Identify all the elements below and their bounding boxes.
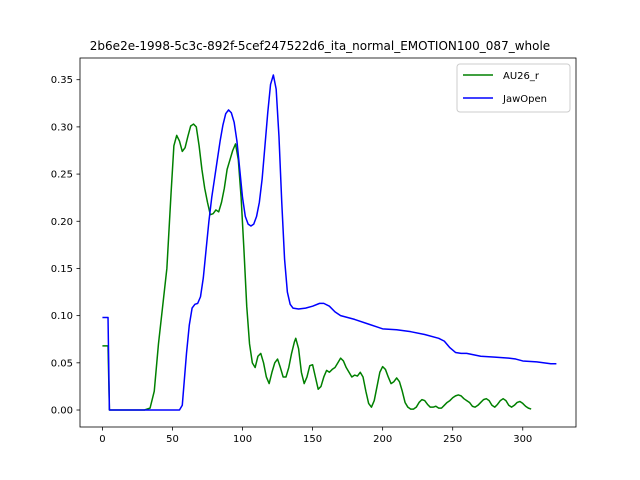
y-tick-label: 0.30 <box>51 122 73 133</box>
legend: AU26_r JawOpen <box>456 63 571 113</box>
y-axis: 0.00 0.05 0.10 0.15 0.20 0.25 0.30 0.35 <box>51 75 80 417</box>
x-tick-label: 50 <box>166 434 179 445</box>
plot-lines <box>102 74 557 411</box>
y-tick-label: 0.00 <box>51 406 73 417</box>
x-tick-label: 300 <box>513 434 532 445</box>
x-tick-label: 250 <box>443 434 462 445</box>
y-tick-label: 0.15 <box>51 264 73 275</box>
series-line-au26-r <box>102 123 532 411</box>
chart-title: 2b6e2e-1998-5c3c-892f-5cef247522d6_ita_n… <box>90 39 550 53</box>
legend-label-au26-r: AU26_r <box>503 71 540 82</box>
legend-label-jawopen: JawOpen <box>502 94 547 105</box>
y-tick-label: 0.35 <box>51 75 73 86</box>
legend-frame <box>456 63 571 113</box>
y-tick-label: 0.25 <box>51 170 73 181</box>
x-axis: 0 50 100 150 200 250 300 <box>99 427 532 445</box>
x-tick-label: 100 <box>233 434 252 445</box>
y-tick-label: 0.20 <box>51 217 73 228</box>
x-tick-label: 200 <box>373 434 392 445</box>
y-tick-label: 0.05 <box>51 358 73 369</box>
y-tick-label: 0.10 <box>51 311 73 322</box>
plot-area-frame <box>79 57 577 428</box>
x-tick-label: 0 <box>99 434 105 445</box>
series-line-jawopen <box>102 74 557 411</box>
x-tick-label: 150 <box>303 434 322 445</box>
